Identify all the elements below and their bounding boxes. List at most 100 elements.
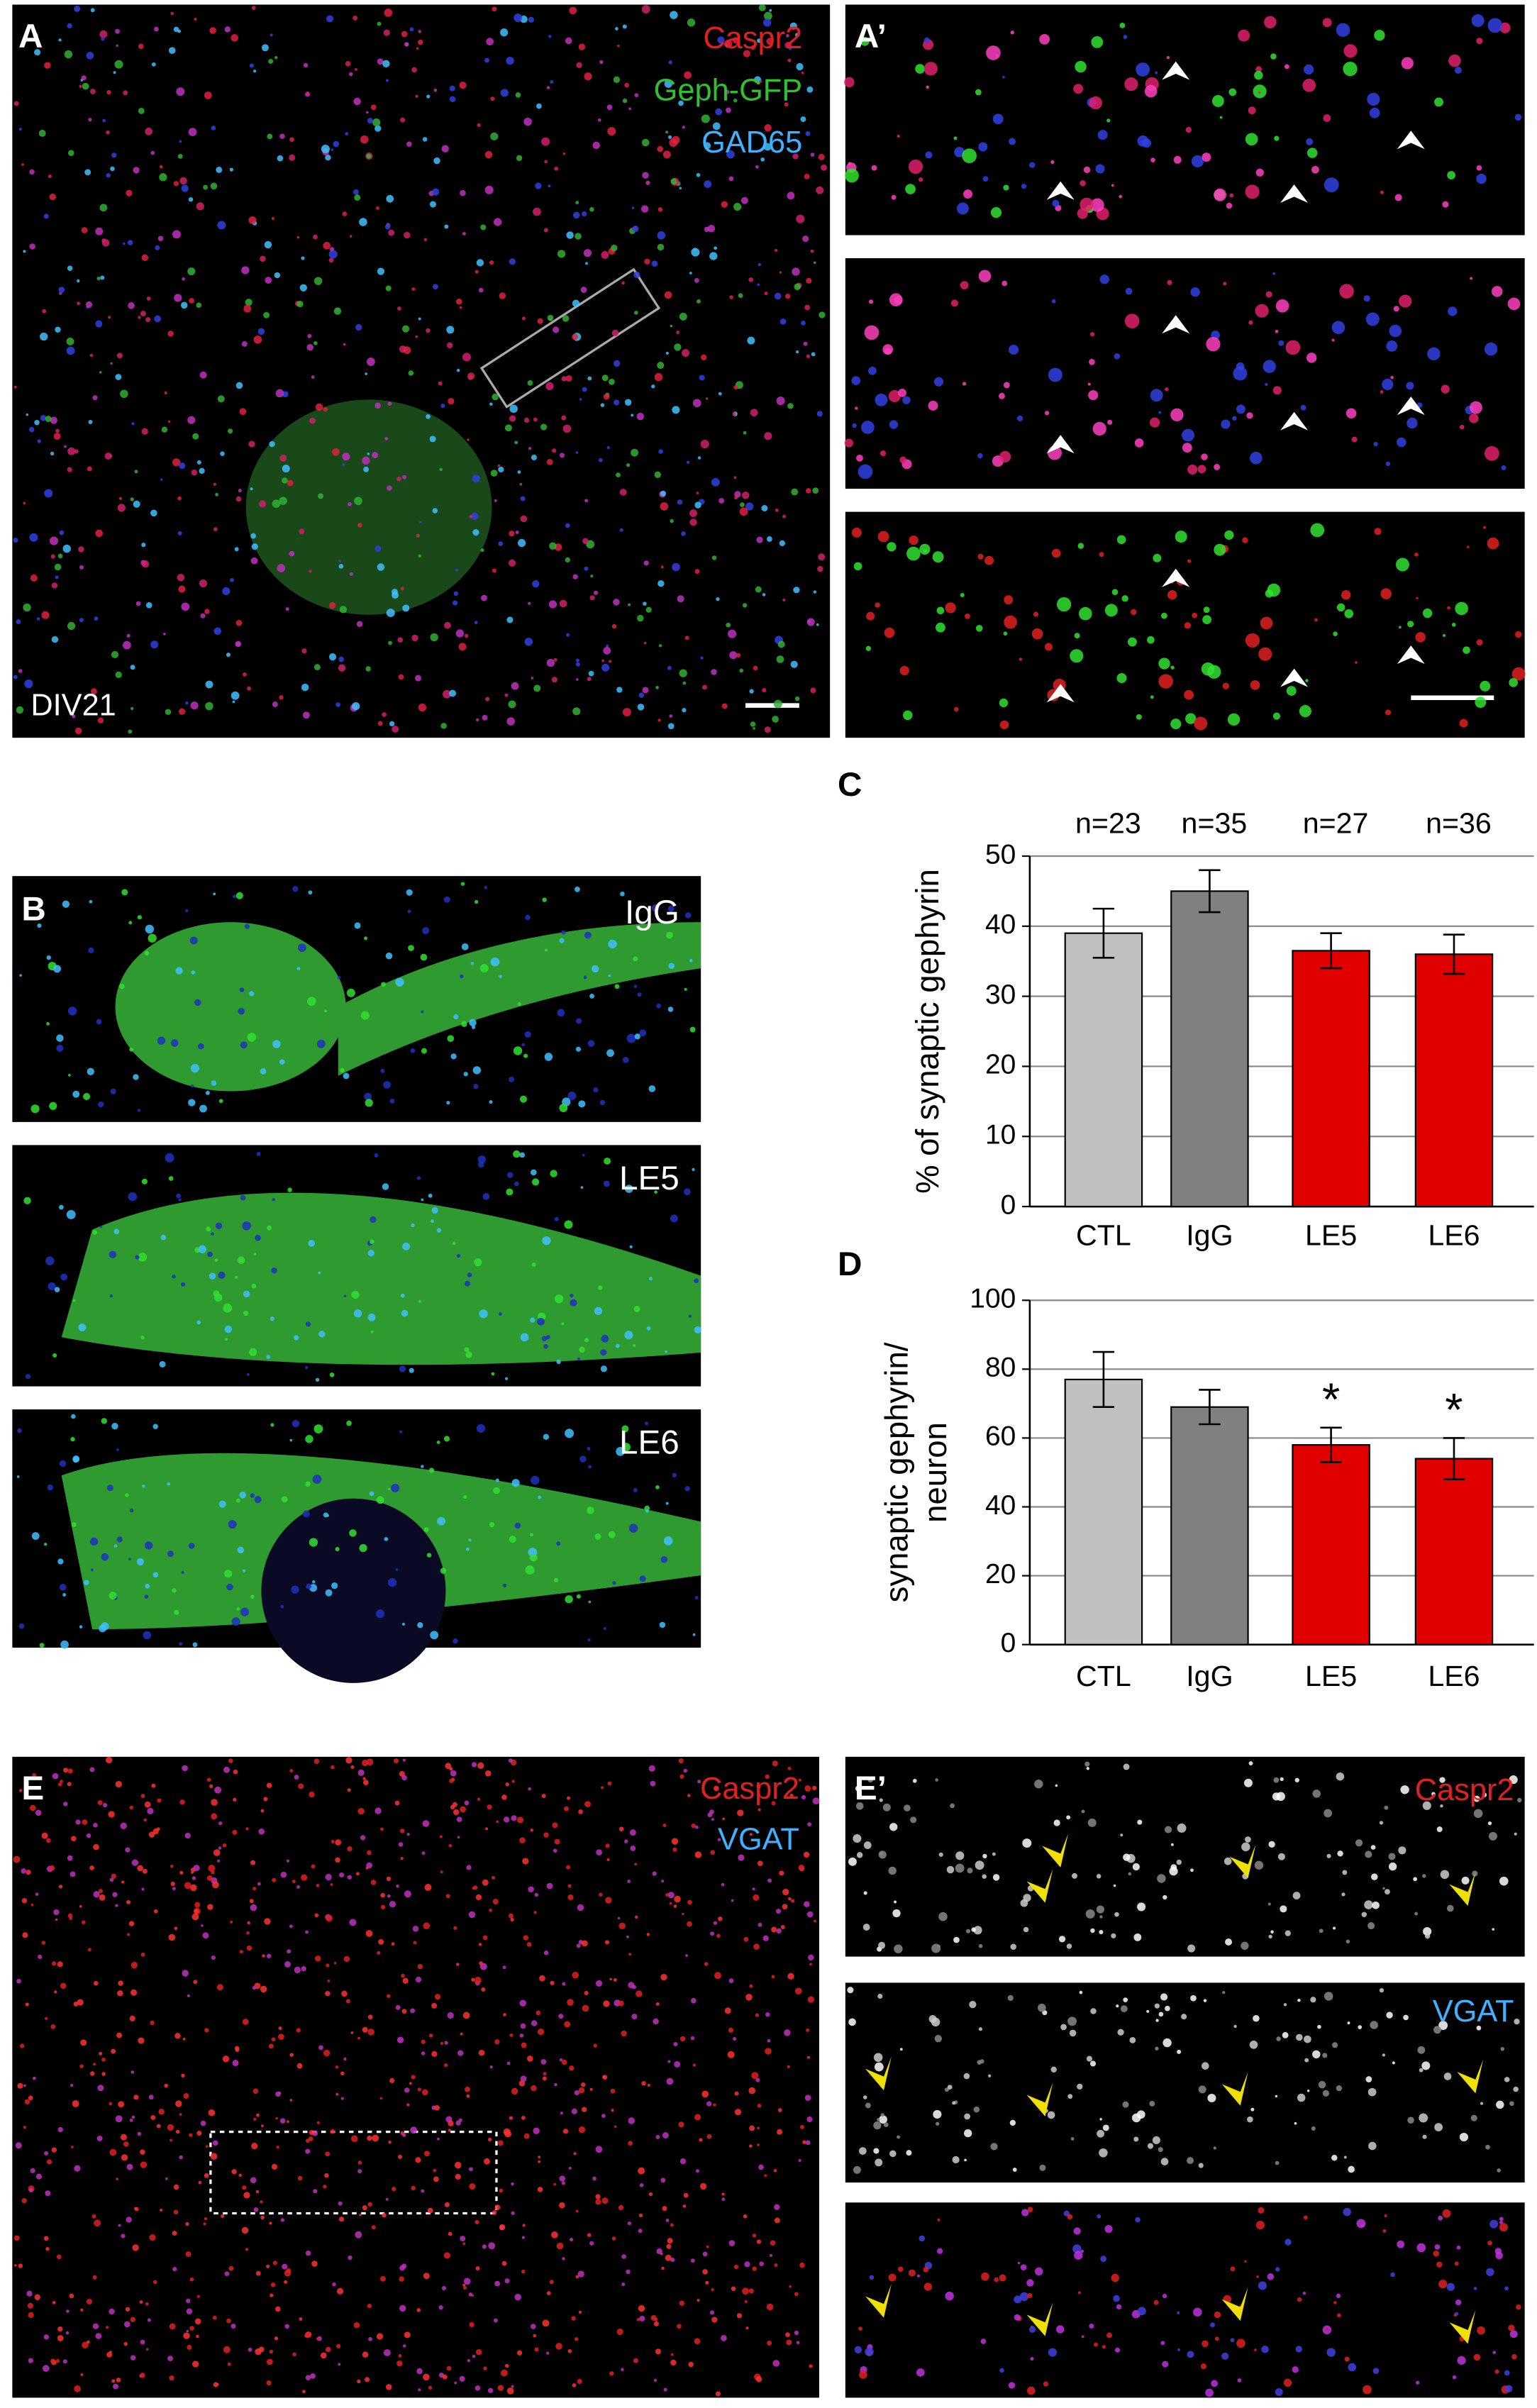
puncta xyxy=(1463,646,1470,654)
puncta xyxy=(677,499,683,505)
puncta xyxy=(1265,383,1268,387)
puncta xyxy=(800,116,806,123)
puncta xyxy=(1072,1872,1077,1879)
puncta xyxy=(1442,201,1449,208)
puncta xyxy=(391,1483,400,1492)
puncta xyxy=(335,2092,339,2096)
puncta xyxy=(89,2071,95,2076)
puncta xyxy=(19,1789,23,1792)
puncta xyxy=(766,2303,774,2311)
puncta xyxy=(279,133,285,139)
puncta xyxy=(30,1104,40,1114)
puncta xyxy=(667,723,675,730)
puncta xyxy=(672,562,680,572)
puncta xyxy=(34,420,40,426)
puncta xyxy=(654,372,663,382)
puncta xyxy=(554,1294,564,1304)
puncta xyxy=(531,2085,537,2092)
puncta xyxy=(338,560,341,562)
puncta xyxy=(1511,2353,1517,2360)
puncta xyxy=(316,1039,326,1048)
puncta xyxy=(679,2158,687,2165)
puncta xyxy=(1421,2061,1431,2070)
puncta xyxy=(699,2182,707,2190)
puncta xyxy=(223,1303,233,1313)
puncta xyxy=(83,1580,89,1585)
puncta xyxy=(302,2390,306,2394)
puncta xyxy=(611,2236,616,2241)
puncta xyxy=(443,689,451,699)
puncta xyxy=(474,1258,482,1267)
puncta xyxy=(669,1902,672,1905)
puncta xyxy=(689,518,697,526)
puncta xyxy=(400,117,406,123)
puncta xyxy=(1039,2164,1046,2171)
puncta xyxy=(84,169,91,176)
puncta xyxy=(152,2280,157,2285)
puncta xyxy=(1050,2066,1057,2073)
puncta xyxy=(1258,91,1261,94)
puncta xyxy=(1147,636,1155,644)
puncta xyxy=(469,2321,475,2328)
puncta xyxy=(750,721,756,727)
puncta xyxy=(579,1455,587,1463)
puncta xyxy=(40,414,47,421)
puncta xyxy=(489,402,493,406)
puncta xyxy=(140,1336,145,1340)
puncta xyxy=(728,176,734,182)
puncta xyxy=(482,1879,489,1886)
puncta xyxy=(637,992,642,997)
puncta xyxy=(1446,1904,1454,1912)
puncta xyxy=(191,970,196,975)
puncta xyxy=(1296,2034,1303,2041)
puncta xyxy=(682,2204,687,2208)
puncta xyxy=(681,531,686,536)
puncta xyxy=(250,1860,256,1865)
puncta xyxy=(1345,408,1357,419)
puncta xyxy=(115,374,122,380)
puncta xyxy=(572,333,579,340)
puncta xyxy=(138,2037,145,2044)
puncta xyxy=(603,1180,610,1187)
puncta xyxy=(426,94,431,99)
puncta xyxy=(32,2076,36,2080)
puncta xyxy=(1343,44,1358,58)
puncta xyxy=(633,984,638,989)
puncta xyxy=(52,2301,56,2304)
puncta xyxy=(400,587,404,591)
puncta xyxy=(884,627,895,638)
puncta xyxy=(292,886,299,892)
puncta xyxy=(408,945,414,951)
puncta xyxy=(559,599,567,608)
puncta xyxy=(330,1883,333,1886)
puncta xyxy=(810,687,816,694)
puncta xyxy=(174,294,182,302)
puncta xyxy=(1427,347,1441,361)
puncta xyxy=(1194,716,1208,731)
puncta xyxy=(1283,2003,1287,2007)
puncta xyxy=(1133,2136,1139,2142)
puncta xyxy=(624,1839,628,1843)
puncta xyxy=(1166,55,1170,60)
puncta xyxy=(412,1926,419,1932)
puncta xyxy=(260,1067,267,1075)
puncta xyxy=(268,2043,274,2049)
puncta xyxy=(1471,14,1485,28)
puncta xyxy=(205,701,213,711)
puncta xyxy=(756,536,763,543)
puncta xyxy=(1473,1795,1480,1802)
puncta xyxy=(1469,414,1479,423)
puncta xyxy=(129,2119,133,2122)
puncta xyxy=(500,28,509,37)
puncta xyxy=(1500,2047,1505,2051)
puncta xyxy=(301,1966,306,1972)
puncta xyxy=(1336,2085,1343,2092)
puncta xyxy=(567,1999,574,2006)
puncta xyxy=(575,2275,579,2279)
puncta xyxy=(543,2072,547,2076)
puncta xyxy=(477,123,481,127)
puncta xyxy=(509,2033,514,2038)
puncta xyxy=(520,2023,526,2029)
puncta xyxy=(579,398,582,401)
puncta xyxy=(554,2082,557,2087)
